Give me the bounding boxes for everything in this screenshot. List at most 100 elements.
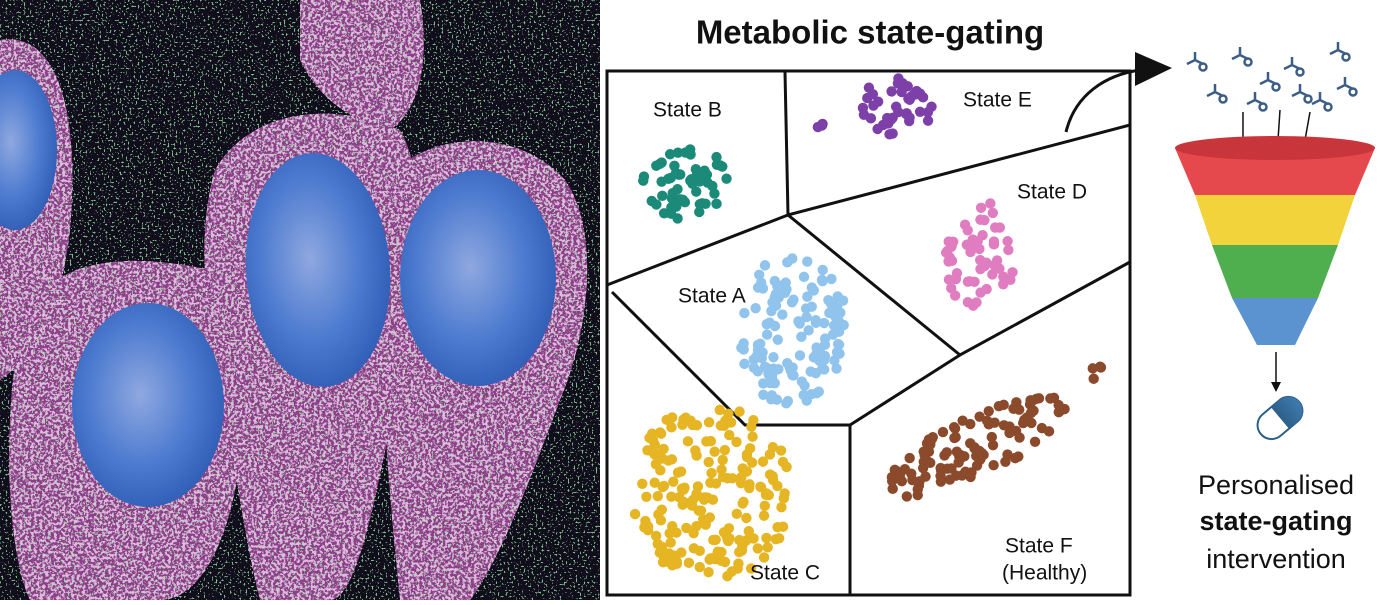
- cell-dot: [759, 260, 771, 271]
- cell-dot: [801, 311, 812, 323]
- cell-dot: [736, 545, 748, 556]
- cell-dot: [941, 447, 952, 458]
- cell-dot: [656, 541, 668, 553]
- cell-dot: [748, 362, 760, 373]
- cell-dot: [994, 222, 1006, 233]
- cell-dot: [935, 462, 946, 474]
- cell-dot: [887, 483, 898, 495]
- cell-dot: [641, 491, 652, 502]
- cell-dot: [987, 439, 999, 451]
- molecule-ring: [1218, 94, 1228, 104]
- cell-dot: [667, 520, 678, 532]
- cell-dot: [721, 173, 732, 184]
- molecule-ring: [1243, 57, 1253, 67]
- cell-dot: [923, 446, 935, 457]
- cell-dot: [971, 297, 982, 308]
- cell-dot: [802, 291, 813, 302]
- cell-dot: [894, 469, 906, 480]
- cell-dot: [810, 367, 822, 379]
- state-regions: [605, 69, 1132, 597]
- output-text: intervention: [1206, 544, 1346, 574]
- cell-dot: [745, 563, 757, 574]
- cell-dot: [666, 412, 678, 423]
- cell-dot: [683, 557, 695, 569]
- cell-dot: [779, 488, 790, 499]
- cell-dot: [741, 451, 753, 463]
- cell-dot: [758, 552, 770, 563]
- cell-dot: [658, 480, 670, 492]
- cell-dot: [1003, 244, 1014, 256]
- cell-dot: [985, 198, 996, 209]
- cell-dot: [892, 78, 904, 89]
- cell-dot: [806, 388, 817, 400]
- cell-dot: [766, 372, 778, 384]
- cell-dot: [731, 508, 742, 520]
- cell-dot: [988, 236, 1000, 247]
- molecule-ring: [1295, 67, 1305, 77]
- molecule: [1291, 84, 1309, 98]
- cell-dot: [959, 219, 971, 230]
- cell-dot: [818, 364, 830, 375]
- cell-dot: [1017, 417, 1029, 429]
- cell-dot: [761, 329, 773, 340]
- cell-dot: [772, 480, 783, 492]
- cell-dot: [667, 188, 678, 199]
- cell-dot: [664, 149, 676, 160]
- cell-dot: [833, 315, 844, 326]
- cell-dot: [803, 325, 814, 336]
- cell-dot: [665, 551, 676, 563]
- arrow: [1064, 52, 1172, 133]
- cell-dot: [677, 499, 688, 510]
- molecule: [1283, 57, 1301, 71]
- cell-dot: [707, 180, 718, 192]
- cell-dot: [741, 512, 752, 524]
- state-labels: State A State B State C State D State E …: [653, 89, 1087, 585]
- cell-dot: [717, 454, 728, 466]
- state-label: State A: [678, 285, 746, 308]
- cell-dot: [656, 157, 667, 168]
- molecule: [1246, 92, 1264, 106]
- cell-dot: [1007, 267, 1018, 278]
- cell-dot: [818, 354, 830, 366]
- cell-dot: [782, 395, 794, 407]
- cell-dot: [750, 303, 761, 314]
- molecule-ring: [1271, 82, 1281, 92]
- cell-dot: [691, 186, 702, 197]
- pill-icon: [1256, 395, 1304, 441]
- cell-dot: [1004, 421, 1015, 432]
- cell-dot: [782, 357, 793, 369]
- cell-dot: [746, 421, 757, 432]
- cell-dot: [983, 405, 994, 417]
- cell-dot: [904, 452, 915, 464]
- cell-dot: [946, 239, 958, 250]
- cell-dot: [974, 411, 985, 422]
- cell-dot: [646, 428, 658, 439]
- cell-dot: [719, 444, 730, 456]
- cell-dot: [687, 419, 698, 431]
- cell-dot: [922, 107, 934, 118]
- cell-dot: [776, 501, 787, 513]
- cell-dot: [672, 147, 684, 158]
- cell-dot: [687, 494, 699, 506]
- cell-dot: [759, 500, 770, 512]
- cell-dot: [695, 505, 707, 516]
- cell-dot: [671, 558, 683, 569]
- cell-dot: [694, 206, 705, 218]
- cell-dot: [703, 567, 714, 578]
- cell-dot: [810, 315, 821, 326]
- cell-dot: [657, 190, 668, 202]
- cell-dot: [914, 106, 926, 117]
- cell-dot: [701, 169, 713, 181]
- cell-dot: [703, 417, 715, 428]
- cell-dot: [818, 317, 830, 329]
- cell-dot: [711, 151, 722, 163]
- cell-dot: [715, 160, 726, 171]
- cell-dot: [772, 281, 783, 292]
- cell-dot: [747, 431, 758, 442]
- molecule: [1186, 52, 1204, 66]
- cell-dot: [831, 347, 843, 358]
- cell-dot: [974, 243, 985, 255]
- cell-dot: [887, 112, 898, 123]
- cell-dot: [788, 294, 799, 305]
- molecule-ring: [1258, 102, 1268, 112]
